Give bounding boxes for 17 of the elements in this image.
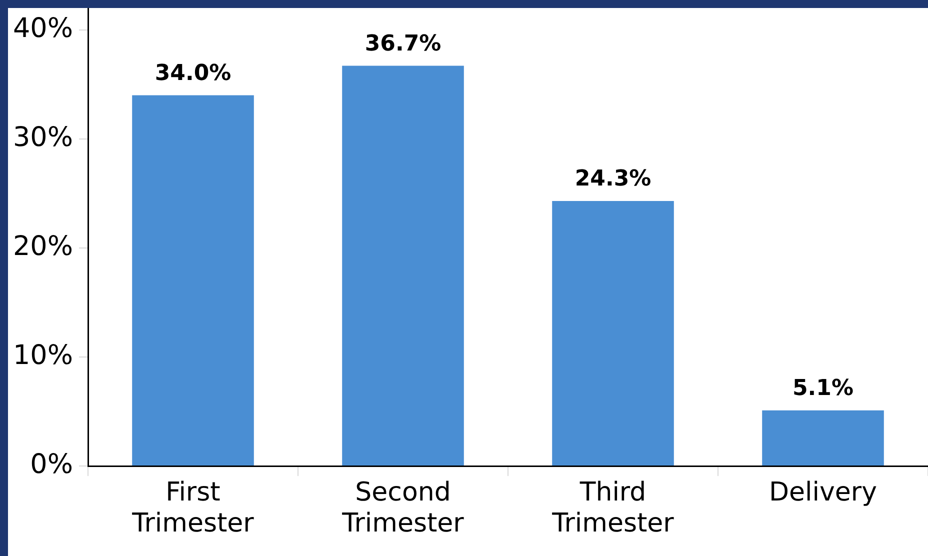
x-tick-label: Third Trimester [551, 477, 674, 539]
data-label: 34.0% [154, 60, 232, 86]
y-tick-label: 0% [30, 449, 73, 480]
y-tick-label: 20% [12, 230, 73, 262]
bar [132, 95, 254, 466]
x-tick-label: First Trimester [131, 477, 254, 539]
data-label: 5.1% [792, 376, 854, 402]
x-tick-label: Delivery [769, 477, 877, 508]
bar [342, 66, 464, 466]
data-label: 36.7% [364, 32, 442, 57]
x-tick-label: Second Trimester [341, 477, 464, 539]
y-tick-label: 40% [12, 12, 73, 44]
y-tick-label: 10% [12, 340, 73, 371]
y-tick-label: 30% [12, 122, 73, 153]
data-label: 24.3% [574, 166, 652, 192]
bar [762, 410, 884, 466]
bar [552, 201, 674, 466]
